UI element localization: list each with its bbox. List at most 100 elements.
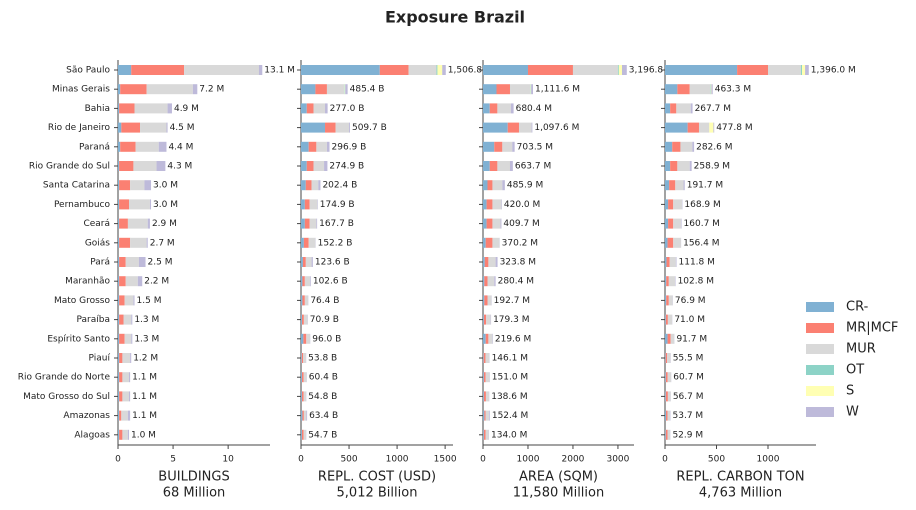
bar-segment [119,218,128,229]
x-axis-sublabel: 68 Million [163,486,226,501]
total-label: 1.1 M [132,392,157,402]
bar-segment [665,161,671,171]
total-label: 146.1 M [492,354,528,364]
bar-segment [301,333,304,344]
bar-segment [315,84,327,95]
bar-segment [118,141,121,152]
bar-segment [131,314,133,325]
bar-segment [667,391,671,402]
x-axis-label: BUILDINGS [158,470,229,485]
bar-segment [484,295,488,306]
bar-segment [711,84,713,95]
y-tick-label: Alagoas [74,430,110,440]
total-label: 76.4 B [310,296,339,306]
bar-segment [301,295,303,306]
bar-segment [489,161,498,171]
x-tick-label: 1500 [434,455,457,465]
bar-segment [138,257,146,267]
legend-swatch [806,407,834,417]
bar-segment [487,295,492,306]
bar-segment [665,122,688,133]
total-label: 179.3 M [493,315,529,325]
bar-segment [167,103,172,114]
bar-segment [258,65,263,75]
bar-segment [303,391,306,402]
total-label: 3.0 M [153,181,178,191]
total-label: 54.8 B [308,392,337,402]
bar-segment [301,237,304,248]
bar-segment [309,199,318,210]
x-tick-label: 5 [170,455,176,465]
bar-segment [325,122,336,133]
bar-segment [125,276,138,287]
bar-segment [301,103,307,114]
bar-segment [483,65,528,75]
total-label: 463.3 M [715,85,751,95]
bar-segment [301,199,305,210]
bar-segment [118,65,132,75]
bar-segment [118,103,120,114]
bar-segment [680,141,693,152]
bar-segment [667,333,671,344]
total-label: 409.7 M [503,219,539,229]
bar-segment [484,257,489,267]
bar-segment [737,65,769,75]
bar-segment [488,257,496,267]
bar-segment [119,103,135,114]
bar-segment [303,237,309,248]
bar-segment [502,180,505,191]
bar-segment [119,429,123,440]
bar-segment [184,65,259,75]
bar-segment [119,372,123,383]
bar-segment [118,84,121,95]
x-axis-label: REPL. COST (USD) [318,470,436,485]
bar-segment [710,84,712,95]
bar-segment [305,257,312,267]
total-label: 174.9 B [320,200,355,210]
bar-segment [483,410,485,421]
bar-segment [483,353,486,363]
bar-segment [502,141,513,152]
bar-segment [301,65,380,75]
bar-segment [692,141,695,152]
bar-segment [301,314,302,325]
bar-segment [349,122,350,133]
bar-segment [303,372,307,383]
bar-segment [302,295,305,306]
bar-segment [134,103,168,114]
bar-segment [488,333,493,344]
bar-segment [698,122,710,133]
bar-segment [122,353,131,363]
bar-segment [130,180,145,191]
bar-segment [129,199,150,210]
bar-segment [304,276,311,287]
bar-segment [158,141,167,152]
bar-segment [483,429,486,440]
x-tick-label: 0 [115,455,121,465]
total-label: 1,111.6 M [535,85,580,95]
total-label: 509.7 B [352,123,387,133]
total-label: 4.9 M [174,104,199,114]
bar-segment [121,122,141,133]
total-label: 703.5 M [517,142,553,152]
legend-label: OT [846,363,864,378]
total-label: 54.7 B [308,430,337,440]
bar-segment [130,237,147,248]
bar-segment [667,353,671,363]
total-label: 2.9 M [152,219,177,229]
bar-segment [486,314,491,325]
bar-segment [512,141,515,152]
bar-segment [316,141,327,152]
bar-segment [306,333,310,344]
total-label: 96.0 B [312,334,341,344]
bar-segment [146,237,148,248]
y-tick-label: Bahia [85,104,110,114]
bar-segment [140,122,167,133]
total-label: 71.0 M [674,315,705,325]
bar-segment [483,141,495,152]
total-label: 370.2 M [502,238,538,248]
total-label: 53.7 M [673,411,704,421]
y-tick-label: Rio de Janeiro [48,123,111,133]
bar-segment [483,218,487,229]
total-label: 55.5 M [673,354,704,364]
